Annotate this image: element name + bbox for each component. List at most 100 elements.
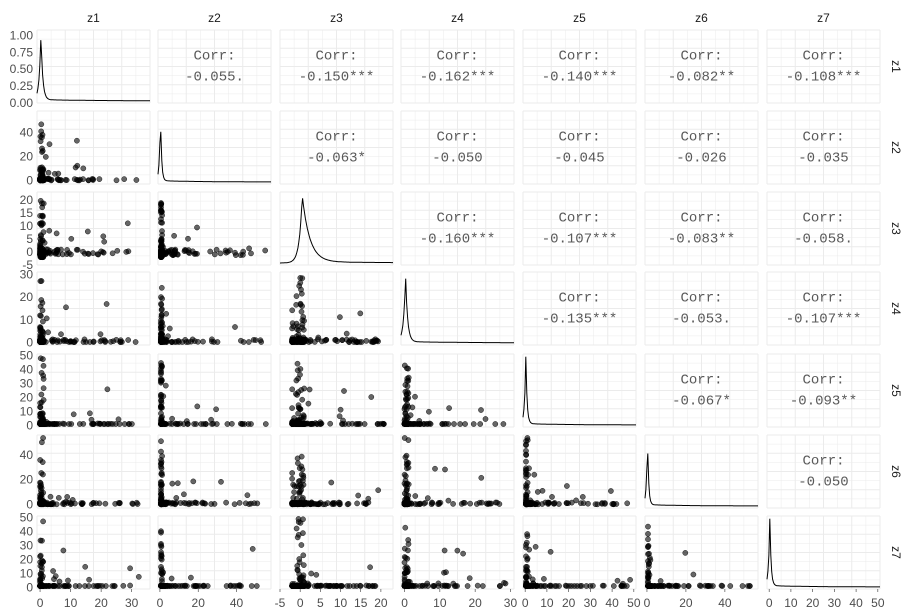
data-point (524, 555, 531, 562)
data-point (38, 221, 45, 228)
data-point (354, 500, 360, 507)
data-point (61, 421, 68, 427)
data-point (110, 338, 117, 345)
corr-label: Corr: (193, 49, 235, 65)
data-point (39, 173, 46, 180)
data-point (40, 573, 46, 580)
data-point (70, 411, 77, 418)
data-point (85, 177, 92, 184)
data-point (427, 421, 434, 427)
data-point (470, 421, 477, 427)
data-point (294, 360, 301, 367)
data-point (103, 301, 110, 307)
corr-value: -0.140*** (542, 70, 618, 86)
panel-z5-z6: Corr: -0.067* (644, 353, 759, 428)
data-point (96, 176, 103, 182)
data-point (365, 499, 372, 506)
data-point (404, 375, 411, 382)
y-tick-label: 40 (20, 126, 34, 140)
data-point (327, 420, 334, 427)
y-tick-label: 5 (26, 232, 33, 246)
strip-label-right-z2: z2 (889, 141, 903, 154)
data-point (375, 487, 382, 494)
x-tick-label: 10 (334, 596, 348, 610)
data-point (296, 556, 303, 562)
strip-label-right-z3: z3 (889, 222, 903, 235)
data-point (37, 410, 44, 417)
data-point (236, 582, 243, 588)
data-point (166, 325, 173, 332)
data-point (477, 421, 484, 427)
data-point (97, 331, 104, 338)
data-point (332, 337, 338, 343)
data-point (97, 582, 103, 589)
data-point (556, 583, 562, 589)
corr-value: -0.045 (554, 151, 604, 167)
data-point (37, 553, 43, 560)
data-point (158, 307, 165, 313)
data-point (298, 542, 305, 548)
panel-z6-z4 (400, 434, 515, 509)
panel-z6-z2 (157, 434, 272, 509)
data-point (298, 290, 305, 297)
data-point (232, 324, 238, 330)
data-point (175, 421, 181, 427)
panel-z5-z7: Corr: -0.093** (766, 353, 881, 428)
panel-z2-z5: Corr: -0.045 (522, 110, 637, 185)
data-point (523, 501, 529, 508)
data-point (308, 501, 315, 507)
data-point (430, 583, 436, 589)
data-point (363, 582, 370, 589)
data-point (337, 314, 343, 320)
data-point (39, 213, 46, 220)
data-point (317, 583, 324, 589)
data-point (102, 500, 109, 507)
data-point (232, 252, 239, 258)
data-point (541, 576, 547, 582)
corr-value: -0.067* (672, 394, 731, 410)
data-point (293, 377, 300, 384)
data-point (482, 416, 489, 422)
x-tick-label: 40 (230, 596, 244, 610)
data-point (133, 177, 140, 183)
data-point (550, 500, 557, 507)
panel-z6-z7: Corr: -0.050 (766, 434, 881, 509)
data-point (290, 323, 297, 330)
y-tick-label: 0 (26, 419, 33, 433)
data-point (298, 308, 305, 315)
data-point (158, 479, 164, 485)
data-point (135, 573, 142, 580)
data-point (645, 570, 651, 576)
data-point (710, 583, 716, 589)
data-point (353, 421, 359, 427)
data-point (45, 175, 51, 182)
data-point (95, 251, 102, 258)
data-point (81, 336, 88, 343)
panel-z2-z1 (36, 110, 151, 185)
corr-label: Corr: (802, 454, 844, 470)
data-point (403, 406, 410, 413)
data-point (158, 248, 164, 255)
corr-label: Corr: (558, 211, 600, 227)
data-point (158, 330, 164, 337)
data-point (158, 465, 165, 472)
panel-z5-z3 (279, 353, 394, 428)
data-point (502, 580, 509, 587)
data-point (168, 575, 175, 582)
data-point (45, 169, 52, 176)
panel-z6-z3 (279, 434, 394, 509)
data-point (213, 406, 219, 413)
data-point (40, 362, 47, 369)
data-point (478, 474, 485, 481)
data-point (249, 546, 256, 552)
data-point (127, 565, 133, 572)
data-point (306, 386, 313, 393)
corr-label: Corr: (436, 49, 478, 65)
data-point (412, 493, 419, 499)
data-point (674, 583, 681, 589)
data-point (116, 421, 123, 427)
data-point (690, 571, 697, 578)
data-point (61, 499, 67, 506)
scatter-points (37, 121, 140, 184)
